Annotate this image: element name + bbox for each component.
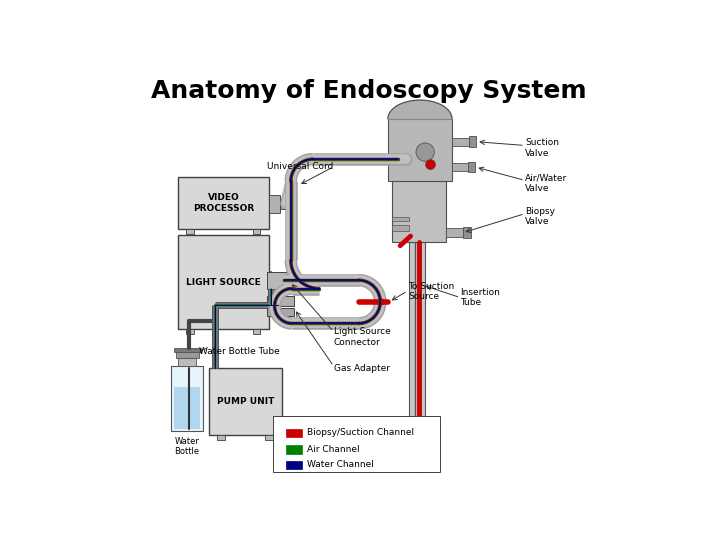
Bar [178,235,269,329]
Bar [286,461,302,469]
Text: Air Channel: Air Channel [307,445,359,454]
Bar [279,198,286,210]
Bar [267,295,294,306]
Text: Universal Cord: Universal Cord [267,162,333,171]
Bar [446,228,462,238]
Bar [469,136,476,147]
Bar [171,366,203,431]
Bar [209,368,282,435]
Text: PUMP UNIT: PUMP UNIT [217,397,274,406]
Bar [253,329,260,334]
Polygon shape [387,100,452,119]
Text: Water
Bottle: Water Bottle [174,437,199,456]
Text: Air/Water
Valve: Air/Water Valve [525,173,567,193]
Bar [286,429,302,437]
Bar [392,127,446,241]
Text: Anatomy of Endoscopy System: Anatomy of Endoscopy System [151,79,587,103]
Bar [186,229,194,234]
Text: Gas Adapter: Gas Adapter [333,364,390,373]
Circle shape [426,160,436,170]
Circle shape [416,143,434,161]
Bar [468,162,475,172]
Bar [392,225,408,231]
Text: Biopsy
Valve: Biopsy Valve [525,207,555,226]
Bar [267,308,294,316]
Text: To Suction
Source: To Suction Source [408,282,455,301]
Bar [176,352,199,357]
Bar [274,416,440,472]
Text: Insertion
Tube: Insertion Tube [461,288,500,307]
Polygon shape [387,119,452,181]
Bar [174,348,201,352]
Bar [217,435,225,440]
Text: VIDEO
PROCESSOR: VIDEO PROCESSOR [193,193,254,213]
Text: Light Source
Connector: Light Source Connector [333,327,390,347]
Bar [267,272,290,288]
Bar [452,163,468,171]
Bar [286,446,302,454]
Text: LIGHT SOURCE: LIGHT SOURCE [186,278,261,287]
Bar [178,357,197,366]
Bar [392,217,408,221]
Bar [174,387,200,429]
Bar [269,195,279,213]
Bar [452,138,469,146]
Bar [265,435,273,440]
Bar [269,271,271,292]
Bar [462,227,471,238]
Bar [253,229,260,234]
Bar [186,329,194,334]
Bar [409,241,425,470]
Text: Suction
Valve: Suction Valve [525,138,559,158]
Text: Biopsy/Suction Channel: Biopsy/Suction Channel [307,428,414,437]
Text: Water Channel: Water Channel [307,460,374,469]
Text: Water Bottle Tube: Water Bottle Tube [199,347,279,356]
Bar [178,177,269,229]
